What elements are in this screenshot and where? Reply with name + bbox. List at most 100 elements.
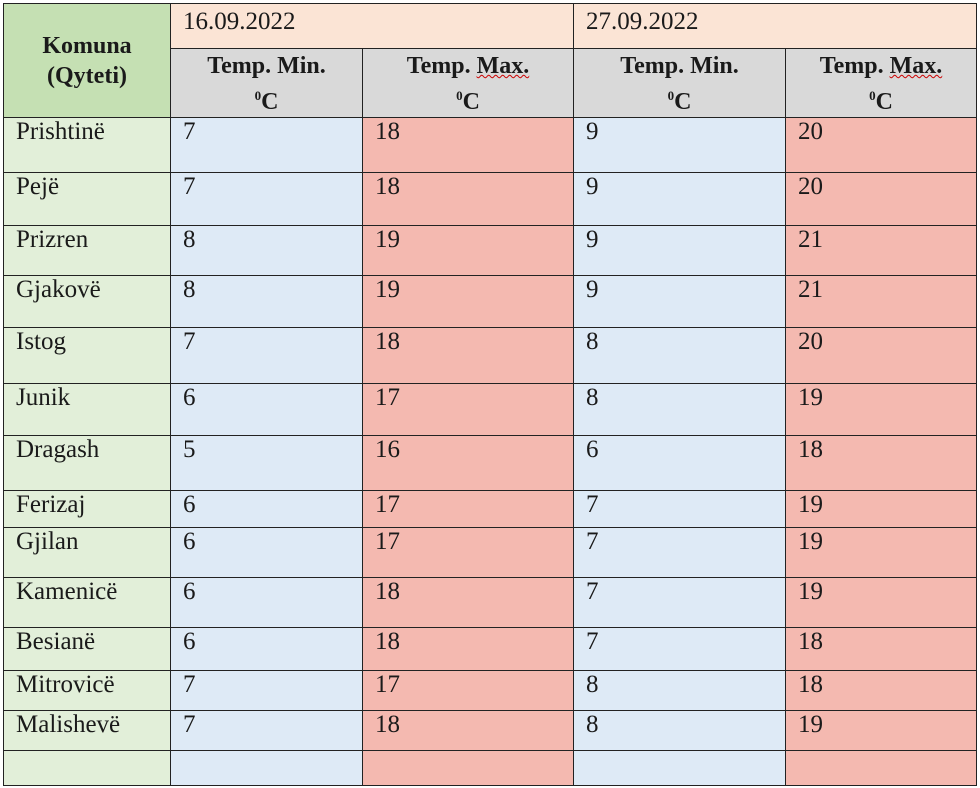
degree-sup: 0 — [869, 88, 876, 103]
table-row: Malishevë 7 18 8 19 — [3, 710, 977, 751]
city-cell: Prizren — [3, 225, 171, 276]
min-temp-cell: 9 — [573, 117, 786, 173]
city-cell: Junik — [3, 383, 171, 436]
city-cell: Mitrovicë — [3, 670, 171, 711]
city-cell: Gjilan — [3, 527, 171, 578]
max-temp-cell: 19 — [362, 225, 574, 276]
unit-label: C — [261, 89, 279, 115]
max-label-a: Temp. — [819, 53, 890, 79]
min-temp-cell: 8 — [573, 383, 786, 436]
max-temp-cell: 18 — [785, 670, 977, 711]
city-column-header: Komuna (Qyteti) — [3, 3, 171, 118]
max-temp-cell: 18 — [785, 435, 977, 491]
max-label-a: Temp. — [406, 53, 477, 79]
table-row: Gjakovë 8 19 9 21 — [3, 275, 977, 328]
city-cell: Kamenicë — [3, 577, 171, 628]
header-row-labels: Temp. Min. 0C Temp. Max. 0C Temp. Min. 0C Temp… — [4, 48, 977, 118]
min-temp-cell: 9 — [573, 172, 786, 226]
min-temp-cell: 6 — [170, 527, 363, 578]
max-temp-cell: 18 — [362, 117, 574, 173]
city-cell: Malishevë — [3, 710, 171, 751]
city-cell — [3, 750, 171, 786]
min-label: Temp. Min. — [207, 53, 326, 79]
min-temp-cell: 6 — [170, 627, 363, 671]
degree-sup: 0 — [456, 88, 463, 103]
komuna-label: Komuna — [42, 32, 132, 59]
min-temp-cell: 8 — [573, 327, 786, 384]
table-row: Ferizaj 6 17 7 19 — [3, 490, 977, 528]
max-temp-cell: 17 — [362, 490, 574, 528]
table-row: Prizren 8 19 9 21 — [3, 225, 977, 276]
min-temp-cell: 7 — [170, 172, 363, 226]
date-header-1: 16.09.2022 — [170, 3, 574, 49]
max-temp-cell — [785, 750, 977, 786]
unit-label: C — [875, 89, 893, 115]
table-row — [3, 750, 977, 786]
table-row: Dragash 5 16 6 18 — [3, 435, 977, 491]
city-cell: Dragash — [3, 435, 171, 491]
min-label: Temp. Min. — [620, 53, 739, 79]
city-cell: Besianë — [3, 627, 171, 671]
max-temp-cell: 17 — [362, 527, 574, 578]
max-temp-cell: 17 — [362, 670, 574, 711]
min-temp-cell: 8 — [170, 225, 363, 276]
max-label-b: Max. — [889, 53, 943, 79]
max-temp-cell: 21 — [785, 225, 977, 276]
max-temp-header: Temp. Max. 0C — [785, 48, 977, 118]
unit-label: C — [462, 89, 480, 115]
max-temp-cell: 19 — [785, 577, 977, 628]
max-temp-cell: 18 — [362, 627, 574, 671]
max-label-b: Max. — [476, 53, 530, 79]
max-temp-cell: 20 — [785, 117, 977, 173]
table-row: Gjilan 6 17 7 19 — [3, 527, 977, 578]
city-cell: Istog — [3, 327, 171, 384]
max-temp-cell: 18 — [362, 172, 574, 226]
degree-sup: 0 — [667, 88, 675, 103]
table-row: Pejë 7 18 9 20 — [3, 172, 977, 226]
table-row: Junik 6 17 8 19 — [3, 383, 977, 436]
min-temp-header: Temp. Min. 0C — [170, 48, 363, 118]
max-temp-cell: 17 — [362, 383, 574, 436]
max-temp-cell — [362, 750, 574, 786]
min-temp-cell: 9 — [573, 275, 786, 328]
min-temp-cell: 6 — [573, 435, 786, 491]
min-temp-cell: 8 — [573, 670, 786, 711]
min-temp-cell: 7 — [573, 527, 786, 578]
min-temp-cell: 7 — [170, 117, 363, 173]
max-temp-header: Temp. Max. 0C — [362, 48, 574, 118]
min-temp-cell: 7 — [170, 710, 363, 751]
max-temp-cell: 19 — [362, 275, 574, 328]
table-row: Prishtinë 7 18 9 20 — [3, 117, 977, 173]
table-row: Besianë 6 18 7 18 — [3, 627, 977, 671]
min-temp-cell: 7 — [573, 490, 786, 528]
min-temp-cell — [170, 750, 363, 786]
max-temp-cell: 18 — [362, 577, 574, 628]
min-temp-cell: 8 — [170, 275, 363, 328]
table-row: Kamenicë 6 18 7 19 — [3, 577, 977, 628]
min-temp-cell: 7 — [573, 577, 786, 628]
max-temp-cell: 19 — [785, 490, 977, 528]
min-temp-cell: 6 — [170, 577, 363, 628]
qyteti-label: (Qyteti) — [47, 62, 127, 89]
max-temp-cell: 19 — [785, 710, 977, 751]
city-cell: Prishtinë — [3, 117, 171, 173]
max-temp-cell: 19 — [785, 383, 977, 436]
max-temp-cell: 18 — [785, 627, 977, 671]
min-temp-cell: 7 — [573, 627, 786, 671]
max-temp-cell: 20 — [785, 327, 977, 384]
min-temp-cell: 9 — [573, 225, 786, 276]
min-temp-cell: 7 — [170, 327, 363, 384]
min-temp-cell — [573, 750, 786, 786]
city-cell: Pejë — [3, 172, 171, 226]
min-temp-header: Temp. Min. 0C — [573, 48, 786, 118]
header-row-dates: Komuna (Qyteti) 16.09.2022 27.09.2022 — [3, 3, 977, 118]
max-temp-cell: 16 — [362, 435, 574, 491]
max-temp-cell: 18 — [362, 710, 574, 751]
city-cell: Ferizaj — [3, 490, 171, 528]
min-temp-cell: 6 — [170, 383, 363, 436]
city-cell: Gjakovë — [3, 275, 171, 328]
table-row: Istog 7 18 8 20 — [3, 327, 977, 384]
unit-label: C — [674, 89, 692, 115]
degree-sup: 0 — [254, 88, 262, 103]
min-temp-cell: 6 — [170, 490, 363, 528]
